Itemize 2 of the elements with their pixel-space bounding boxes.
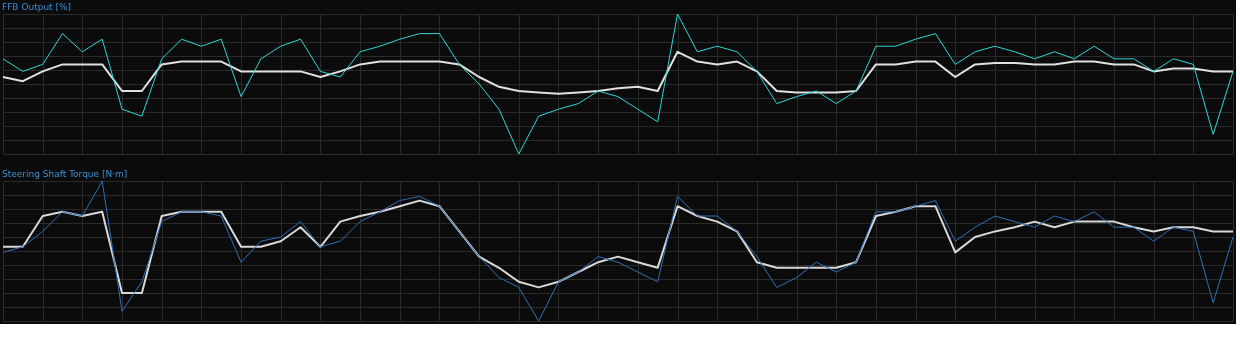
chart-title: Steering Shaft Torque [N·m] [2,168,128,179]
chart-title: FFB Output [%] [2,1,72,12]
